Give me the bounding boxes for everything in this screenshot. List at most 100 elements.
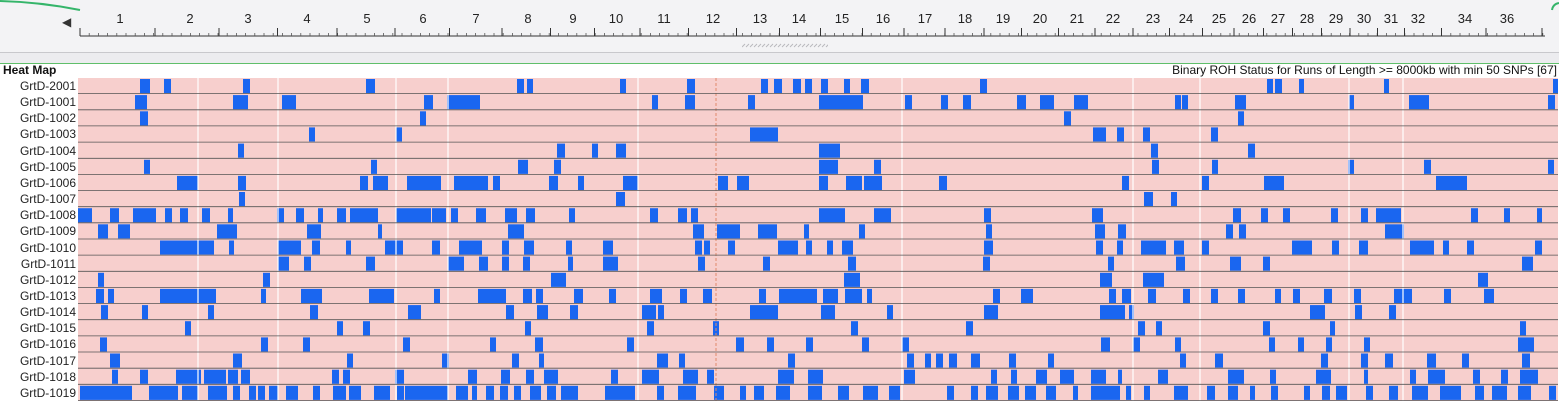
- chromosome-label[interactable]: 20: [1032, 11, 1048, 26]
- roh-segment[interactable]: [1228, 369, 1244, 384]
- roh-segment[interactable]: [369, 288, 394, 303]
- roh-segment[interactable]: [408, 305, 421, 320]
- roh-segment[interactable]: [1021, 288, 1033, 303]
- roh-segment[interactable]: [1412, 385, 1428, 400]
- roh-segment[interactable]: [1410, 369, 1416, 384]
- chromosome-label[interactable]: 28: [1299, 11, 1315, 26]
- chromosome-label[interactable]: 31: [1383, 11, 1399, 26]
- roh-segment[interactable]: [728, 240, 735, 255]
- roh-segment[interactable]: [80, 385, 132, 400]
- chromosome-label[interactable]: 27: [1270, 11, 1286, 26]
- roh-segment[interactable]: [160, 240, 214, 255]
- roh-segment[interactable]: [1427, 353, 1436, 368]
- chromosome-label[interactable]: 19: [995, 11, 1011, 26]
- roh-segment[interactable]: [160, 288, 216, 303]
- chromosome-label[interactable]: 1: [116, 11, 124, 26]
- roh-segment[interactable]: [887, 305, 893, 320]
- roh-segment[interactable]: [991, 369, 997, 384]
- roh-segment[interactable]: [902, 337, 909, 352]
- roh-segment[interactable]: [1215, 353, 1223, 368]
- chromosome-label[interactable]: 34: [1457, 11, 1473, 26]
- roh-segment[interactable]: [1473, 369, 1480, 384]
- roh-segment[interactable]: [1349, 95, 1354, 110]
- roh-segment[interactable]: [683, 369, 698, 384]
- roh-segment[interactable]: [78, 208, 92, 223]
- roh-segment[interactable]: [1440, 385, 1461, 400]
- roh-segment[interactable]: [1331, 208, 1338, 223]
- roh-segment[interactable]: [1230, 256, 1241, 271]
- roh-segment[interactable]: [525, 321, 531, 336]
- roh-segment[interactable]: [1384, 79, 1389, 94]
- chromosome-label[interactable]: 26: [1241, 11, 1257, 26]
- roh-segment[interactable]: [736, 337, 744, 352]
- roh-segment[interactable]: [476, 208, 486, 223]
- roh-segment[interactable]: [451, 208, 458, 223]
- roh-segment[interactable]: [1336, 385, 1347, 400]
- roh-segment[interactable]: [693, 224, 704, 239]
- roh-segment[interactable]: [748, 95, 755, 110]
- roh-segment[interactable]: [112, 369, 118, 384]
- roh-segment[interactable]: [1073, 385, 1078, 400]
- roh-segment[interactable]: [539, 353, 544, 368]
- roh-segment[interactable]: [1475, 385, 1484, 400]
- roh-segment[interactable]: [907, 353, 914, 368]
- roh-segment[interactable]: [228, 208, 233, 223]
- roh-segment[interactable]: [349, 385, 361, 400]
- roh-segment[interactable]: [1239, 224, 1246, 239]
- roh-segment[interactable]: [874, 208, 891, 223]
- roh-segment[interactable]: [1264, 175, 1284, 190]
- roh-segment[interactable]: [1330, 321, 1335, 336]
- roh-segment[interactable]: [1126, 385, 1131, 400]
- roh-segment[interactable]: [278, 240, 301, 255]
- roh-segment[interactable]: [1091, 385, 1120, 400]
- roh-segment[interactable]: [547, 385, 556, 400]
- roh-segment[interactable]: [650, 208, 658, 223]
- roh-segment[interactable]: [779, 288, 817, 303]
- roh-segment[interactable]: [1017, 95, 1026, 110]
- roh-segment[interactable]: [971, 353, 980, 368]
- roh-segment[interactable]: [1361, 208, 1368, 223]
- roh-segment[interactable]: [1298, 337, 1304, 352]
- roh-segment[interactable]: [1211, 127, 1218, 142]
- roh-segment[interactable]: [420, 111, 426, 126]
- roh-segment[interactable]: [523, 288, 532, 303]
- roh-segment[interactable]: [737, 175, 749, 190]
- roh-segment[interactable]: [819, 208, 845, 223]
- roh-segment[interactable]: [363, 321, 370, 336]
- roh-segment[interactable]: [1101, 337, 1110, 352]
- roh-segment[interactable]: [936, 353, 943, 368]
- roh-segment[interactable]: [778, 369, 794, 384]
- roh-segment[interactable]: [1299, 79, 1304, 94]
- chromosome-label[interactable]: 7: [472, 11, 480, 26]
- roh-segment[interactable]: [1518, 385, 1531, 400]
- roh-segment[interactable]: [1152, 159, 1159, 174]
- roh-segment[interactable]: [806, 337, 813, 352]
- roh-segment[interactable]: [966, 321, 973, 336]
- roh-segment[interactable]: [1238, 288, 1245, 303]
- roh-segment[interactable]: [827, 240, 833, 255]
- roh-segment[interactable]: [703, 288, 712, 303]
- chromosome-label[interactable]: 11: [657, 11, 671, 26]
- roh-segment[interactable]: [867, 288, 872, 303]
- roh-segment[interactable]: [1269, 337, 1275, 352]
- roh-segment[interactable]: [851, 321, 858, 336]
- roh-segment[interactable]: [1117, 127, 1124, 142]
- roh-segment[interactable]: [1270, 369, 1276, 384]
- roh-segment[interactable]: [527, 79, 533, 94]
- roh-segment[interactable]: [570, 305, 578, 320]
- roh-segment[interactable]: [905, 95, 912, 110]
- roh-segment[interactable]: [704, 240, 710, 255]
- roh-segment[interactable]: [1292, 240, 1312, 255]
- roh-segment[interactable]: [312, 240, 320, 255]
- roh-segment[interactable]: [263, 272, 270, 287]
- roh-segment[interactable]: [486, 385, 494, 400]
- roh-segment[interactable]: [303, 337, 310, 352]
- roh-segment[interactable]: [360, 175, 368, 190]
- roh-segment[interactable]: [96, 288, 104, 303]
- roh-segment[interactable]: [1537, 208, 1542, 223]
- roh-segment[interactable]: [135, 95, 147, 110]
- roh-segment[interactable]: [750, 127, 778, 142]
- chromosome-label[interactable]: 24: [1178, 11, 1194, 26]
- roh-segment[interactable]: [1409, 95, 1429, 110]
- roh-segment[interactable]: [304, 256, 311, 271]
